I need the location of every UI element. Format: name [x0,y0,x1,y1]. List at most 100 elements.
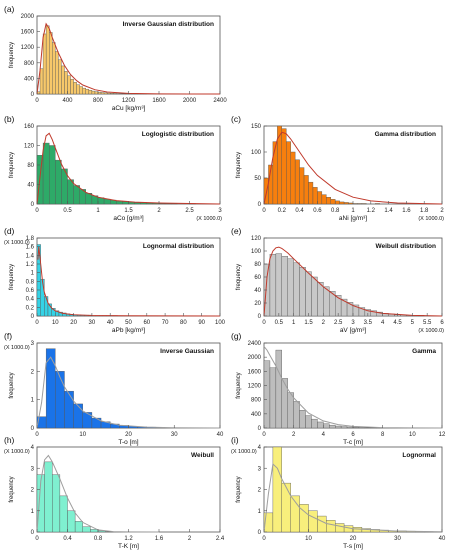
x-tick-label: 0.5 [63,208,72,214]
histogram-bar [339,201,345,205]
histogram-bar [312,187,318,205]
histogram-bar [113,93,117,95]
chart-title: Inverse Gaussian [160,348,214,355]
histogram-bar [67,179,74,205]
histogram-bar [55,371,65,429]
fitted-curve [36,132,221,205]
y-axis-label: frequency [9,42,15,68]
x-tick-label: 0 [35,536,39,542]
y-tick-label: 400 [251,412,262,418]
x-tick-label: 40 [217,432,224,438]
y-tick-label: 0.2 [26,305,35,311]
histogram-bar [286,141,291,205]
x-tick-label: 0.8 [331,208,340,214]
histogram-bar [311,418,318,429]
y-tick-label: 4 [258,445,262,451]
x-axis-label: aCu [kg/m³] [112,105,146,112]
histogram-bar [321,194,327,205]
x-tick-label: 2 [322,320,326,326]
x-tick-label: 0.8 [94,536,103,542]
histogram-bar [305,271,312,317]
panel-a: 0 400 800 1200 1600 2000 2400 0 400 800 1200 1600 20… [4,4,227,112]
panel-d: 0 10 20 30 40 50 60 70 80 90 100 0 0.2 0.4 0.6 0.8 1 1.2 1… [4,226,226,334]
y-tick-label: 1.2 [26,262,35,268]
y-tick-label: 0 [31,530,35,536]
histogram-bar [375,203,380,205]
histogram-bar [275,253,283,317]
histogram-bar [67,510,76,533]
x-tick-label: 2 [188,536,192,542]
x-tick-label: 400 [62,98,73,104]
y-tick-label: 40 [254,288,261,294]
y-tick-label: 400 [24,76,35,82]
histogram-bar [82,526,91,533]
y-axis-label: frequency [236,152,242,178]
x-axis-label: T-c [m] [343,439,363,446]
histogram-bar [91,417,102,429]
histogram-bar [330,199,336,205]
y-tick-label: 0.6 [26,288,35,294]
y-tick-label: 0 [258,426,262,432]
histogram-bar [70,78,74,95]
x-tick-label: 10 [305,536,312,542]
histogram-bar [317,282,324,317]
histogram-bar [317,515,327,533]
x-tick-label: 20 [125,432,132,438]
histogram-bar [299,410,306,429]
x-tick-label: 0 [262,208,266,214]
x-tick-label: 0 [35,98,39,104]
histogram-bar [323,423,330,429]
histogram-bar [42,33,47,95]
y-axis-label: frequency [9,264,15,290]
histogram-bar [52,474,61,533]
x-tick-label: 1.5 [124,208,133,214]
x-tick-label: 1.2 [124,536,133,542]
y-tick-label: 1.4 [26,253,35,259]
fitted-curve [36,454,160,533]
histogram-bar [294,159,300,205]
y-scale-label: (X 1000.0) [4,449,30,455]
panel-b: 0 0.5 1 1.5 2 2.5 3 0 40 80 120 160 (b) Loglogistic d… [4,114,222,222]
x-tick-label: 40 [107,320,114,326]
fitted-curve [36,356,221,429]
x-tick-label: 60 [143,320,150,326]
y-axis-label: frequency [236,264,242,290]
x-axis-label: aCo [g/m³] [113,215,144,222]
y-tick-label: 1 [258,509,262,515]
y-axis-label: frequency [9,476,15,502]
y-tick-label: 1.8 [26,236,35,242]
panel-e: 0 0.5 1 1.5 2 2.5 3 3.5 4 4.5 5 5.5 6020406080100120… [231,226,444,334]
panel-letter: (e) [231,226,242,236]
x-tick-label: 0 [262,320,266,326]
histogram-bar [82,87,86,95]
histogram-bar [308,510,318,533]
histogram-bar [45,25,50,95]
x-tick-label: 1 [292,320,296,326]
y-scale-label: (X 1000.0) [231,449,257,455]
y-tick-label: 60 [254,275,261,281]
x-tick-label: 1.4 [384,208,393,214]
y-tick-label: 0 [31,426,35,432]
histogram-bar [340,426,348,429]
x-tick-label: 0 [35,320,39,326]
x-axis-label: aV [g/m³] [340,327,367,334]
histogram-bar [272,446,282,533]
y-axis-label: frequency [236,476,242,502]
y-tick-label: 150 [251,124,262,130]
y-tick-label: 0.8 [26,279,35,285]
panel-letter: (c) [231,114,241,124]
histogram-bar [49,145,56,205]
y-tick-label: 120 [251,236,262,242]
histogram-bar [287,392,294,429]
histogram-bar [109,93,114,95]
y-tick-label: 2000 [21,14,35,20]
y-tick-label: 80 [254,262,261,268]
fitted-curve [263,131,443,205]
histogram-bar [85,89,90,95]
x-tick-label: 2.5 [334,320,343,326]
chart-title: Inverse Gaussian distribution [123,21,214,28]
x-tick-label: 0.4 [295,208,304,214]
x-scale-label: (X 1000.0) [418,216,444,222]
histogram-bar [64,390,74,429]
y-axis-label: frequency [9,152,15,178]
